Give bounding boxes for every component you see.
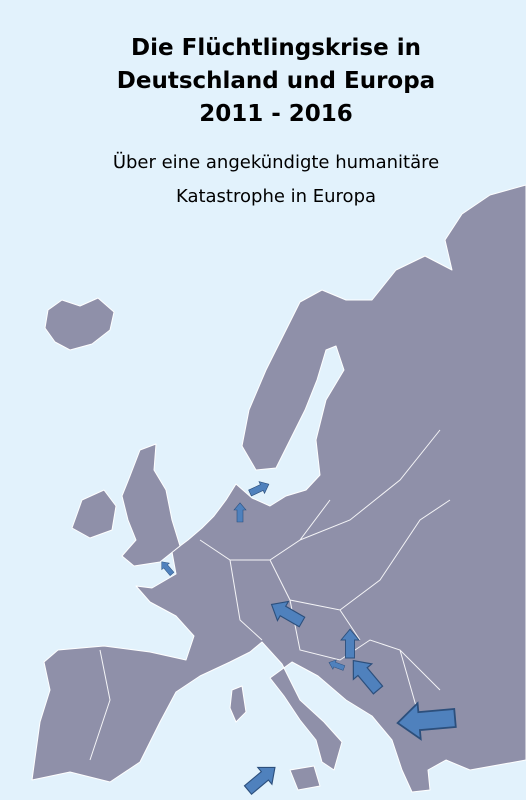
title-line: Deutschland und Europa xyxy=(117,68,435,94)
arrow xyxy=(340,628,360,659)
arrow xyxy=(233,502,247,523)
arrow xyxy=(248,481,270,497)
arrow xyxy=(352,659,384,695)
arrows xyxy=(161,481,457,795)
ireland xyxy=(71,489,117,539)
arrow xyxy=(328,659,346,671)
map xyxy=(31,184,526,793)
arrow xyxy=(396,701,457,741)
arrow xyxy=(243,766,276,795)
iceland xyxy=(44,297,115,351)
continent xyxy=(31,184,526,793)
arrow xyxy=(270,600,306,628)
title-line: Die Flüchtlingskrise in xyxy=(131,35,421,61)
subtitle-line: Katastrophe in Europa xyxy=(176,186,376,207)
great-britain xyxy=(121,443,181,567)
sardinia xyxy=(229,685,247,723)
borders xyxy=(89,429,451,761)
subtitle-line: Über eine angekündigte humanitäre xyxy=(113,151,439,173)
title-line: 2011 - 2016 xyxy=(199,101,353,127)
arrow xyxy=(161,561,175,576)
sicily xyxy=(289,765,321,791)
